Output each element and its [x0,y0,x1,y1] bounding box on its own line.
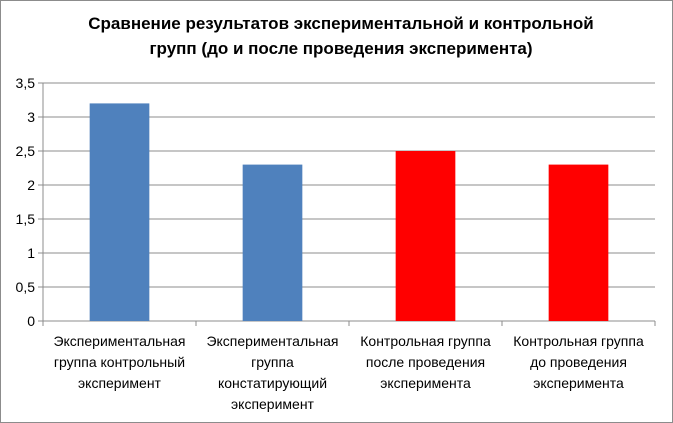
y-tick-label: 0,5 [16,279,36,295]
bar-2 [242,164,303,321]
bar-1 [89,103,150,322]
x-category-label-line: группа [251,354,294,370]
x-category-label-4: Контрольная группа до проведения экспериме… [503,331,655,394]
x-category-label-line: после проведения [365,354,486,370]
y-tick-label: 1,5 [16,211,36,227]
x-category-label-line: эксперимента [380,375,471,391]
x-category-label-line: эксперимент [231,396,314,412]
x-category-label-1: Экспериментальная группа контрольный экспе… [44,331,196,394]
x-category-label-line: Контрольная группа [360,333,491,349]
x-category-label-line: Экспериментальная [206,333,339,349]
chart-title-line-1: Сравнение результатов экспериментальной … [88,14,594,33]
x-category-label-line: эксперимент [78,375,161,391]
x-category-label-line: группа контрольный [53,354,186,370]
x-category-label-line: Экспериментальная [53,333,186,349]
y-tick-label: 1 [27,245,35,261]
x-category-label-line: до проведения [530,354,627,370]
x-category-label-2: Экспериментальная группа констатирующий экс… [197,331,349,415]
y-tick-label: 0 [27,313,35,329]
x-category-label-line: Контрольная группа [513,333,644,349]
x-category-label-line: констатирующий [217,375,328,391]
chart-title: Сравнение результатов экспериментальной … [41,11,641,61]
chart-title-line-2: групп (до и после проведения эксперимент… [149,39,533,58]
bar-3 [395,151,456,321]
x-category-label-3: Контрольная группа после проведения экспер… [350,331,502,394]
y-tick-label: 2 [27,177,35,193]
bar-4 [548,164,609,321]
y-tick-label: 3,5 [16,75,36,91]
y-tick-label: 2,5 [16,143,36,159]
y-tick-label: 3 [27,109,35,125]
x-category-label-line: эксперимента [533,375,624,391]
